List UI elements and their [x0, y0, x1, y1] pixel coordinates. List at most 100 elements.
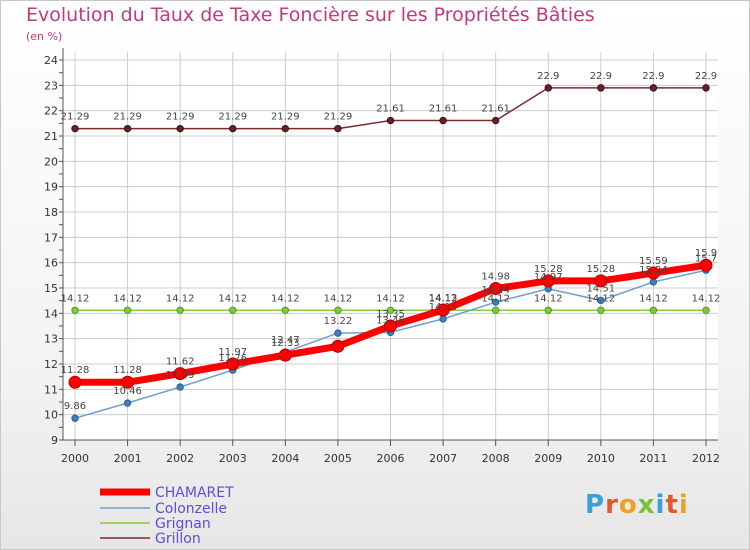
data-label: 14.12	[166, 293, 195, 304]
data-point-grignan	[544, 306, 552, 314]
data-point-grignan	[649, 306, 658, 314]
data-point-grillon	[649, 84, 658, 92]
y-tick-label: 23	[44, 79, 58, 92]
y-tick-label: 22	[44, 105, 58, 118]
data-label: 15.9	[695, 248, 717, 259]
data-point-colonzelle	[334, 329, 342, 337]
data-label: 14.12	[61, 293, 90, 304]
data-point-chamaret	[541, 274, 555, 288]
series-grillon	[71, 84, 710, 133]
data-point-grignan	[702, 306, 710, 314]
data-point-chamaret	[384, 319, 397, 333]
data-label: 14.12	[218, 293, 247, 304]
data-point-grignan	[491, 306, 500, 314]
logo-letter: t	[665, 490, 679, 520]
data-label: 14.12	[113, 293, 142, 304]
data-point-chamaret	[173, 367, 187, 381]
data-label: 14.44	[481, 285, 510, 296]
data-label: 11.97	[218, 347, 247, 358]
data-point-grillon	[597, 84, 605, 92]
y-tick-label: 16	[44, 257, 58, 270]
legend-label-grignan: Grignan	[155, 516, 211, 532]
x-tick-label: 2010	[587, 452, 615, 465]
x-tick-label: 2004	[271, 452, 299, 465]
logo-letter: o	[618, 490, 638, 520]
y-tick-label: 15	[44, 282, 58, 295]
data-point-grillon	[702, 84, 710, 92]
data-point-colonzelle	[71, 414, 79, 422]
y-tick-label: 17	[44, 231, 58, 244]
data-label: 14.15	[429, 302, 458, 313]
data-label: 14.12	[481, 293, 510, 304]
y-tick-label: 19	[44, 181, 58, 194]
data-label: 15.28	[534, 264, 563, 275]
data-point-colonzelle	[176, 383, 184, 391]
data-point-colonzelle	[123, 399, 132, 407]
data-point-chamaret	[68, 375, 82, 389]
data-point-chamaret	[646, 266, 660, 280]
data-point-grillon	[176, 124, 184, 133]
data-point-chamaret	[489, 282, 503, 296]
data-point-chamaret	[278, 348, 292, 362]
data-label: 21.61	[376, 104, 405, 115]
y-tick-label: 12	[44, 358, 58, 371]
data-label: 14.12	[692, 293, 721, 304]
data-label: 14.12	[429, 293, 458, 304]
data-point-grignan	[176, 306, 184, 314]
legend-label-chamaret: CHAMARET	[155, 485, 234, 501]
data-point-grignan	[229, 306, 237, 314]
data-point-colonzelle	[597, 296, 605, 305]
x-tick-label: 2001	[114, 452, 142, 465]
data-label: 21.29	[61, 112, 90, 123]
data-label: 12.33	[271, 338, 300, 349]
x-tick-label: 2009	[534, 452, 562, 465]
data-label: 14.12	[587, 293, 616, 304]
y-tick-label: 14	[44, 307, 58, 320]
data-label: 21.29	[324, 112, 353, 123]
data-label: 21.29	[271, 112, 300, 123]
logo-letter: x	[637, 490, 656, 520]
data-point-grignan	[334, 306, 342, 314]
logo-letter: r	[605, 490, 619, 520]
chart-subtitle: (en %)	[26, 30, 63, 43]
data-point-chamaret	[331, 339, 345, 353]
data-point-grillon	[334, 124, 342, 133]
data-point-colonzelle	[439, 315, 447, 323]
data-label: 11.62	[166, 357, 195, 368]
data-label: 22.9	[537, 71, 559, 82]
x-tick-label: 2006	[377, 452, 405, 465]
data-label: 12.47	[271, 335, 300, 346]
data-point-colonzelle	[491, 298, 500, 306]
data-label: 22.9	[695, 71, 717, 82]
data-label: 14.51	[587, 283, 616, 294]
data-label: 14.98	[481, 272, 510, 283]
data-label: 15.7	[695, 253, 717, 264]
data-point-grillon	[229, 124, 237, 133]
y-tick-label: 10	[44, 409, 58, 422]
y-tick-label: 24	[44, 54, 58, 67]
x-tick-label: 2007	[429, 452, 457, 465]
y-tick-label: 11	[44, 383, 58, 396]
data-label: 14.12	[324, 293, 353, 304]
legend-label-grillon: Grillon	[155, 531, 201, 547]
data-point-grignan	[123, 306, 132, 314]
y-tick-label: 21	[44, 130, 58, 143]
data-label: 13.46	[376, 315, 405, 326]
data-label: 21.61	[481, 104, 510, 115]
data-point-grillon	[386, 116, 395, 125]
data-label: 13.22	[324, 316, 353, 327]
data-label: 15.59	[639, 256, 668, 267]
data-label: 14.12	[271, 293, 300, 304]
x-tick-label: 2011	[639, 452, 667, 465]
data-point-chamaret	[121, 375, 135, 389]
data-label: 11.76	[218, 353, 247, 364]
x-tick-label: 2000	[61, 452, 89, 465]
data-label: 14.12	[534, 293, 563, 304]
proxiti-logo: Proxiti	[585, 490, 689, 520]
data-label: 14.13	[429, 293, 458, 304]
data-point-grillon	[71, 124, 79, 133]
data-label: 21.29	[166, 112, 195, 123]
logo-letter: P	[585, 490, 606, 520]
data-point-chamaret	[436, 303, 450, 317]
